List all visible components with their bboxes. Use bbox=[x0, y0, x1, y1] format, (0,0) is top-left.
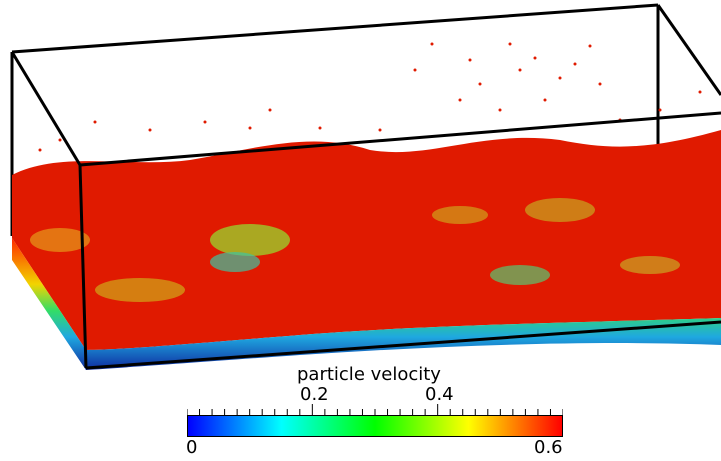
velocity-patch bbox=[210, 224, 290, 256]
legend-title: particle velocity bbox=[297, 364, 441, 385]
tick-label-max: 0.6 bbox=[534, 437, 563, 458]
box-front-edges bbox=[10, 51, 721, 370]
tick-label-0-4: 0.4 bbox=[425, 384, 454, 405]
velocity-patch bbox=[525, 198, 595, 222]
velocity-patch bbox=[210, 252, 260, 272]
velocity-patch bbox=[432, 206, 488, 224]
fluid-bottom-band bbox=[12, 238, 721, 370]
tick-label-min: 0 bbox=[186, 437, 198, 458]
velocity-patch bbox=[30, 228, 90, 252]
colorbar-ticks bbox=[187, 404, 563, 416]
velocity-patch bbox=[490, 265, 550, 285]
velocity-patch bbox=[95, 278, 185, 302]
fluid-particles bbox=[12, 42, 721, 370]
fluid-body bbox=[12, 130, 721, 350]
colorbar bbox=[187, 415, 563, 437]
tick-label-0-2: 0.2 bbox=[300, 384, 329, 405]
splash-droplets bbox=[38, 42, 702, 152]
velocity-patch bbox=[620, 256, 680, 274]
